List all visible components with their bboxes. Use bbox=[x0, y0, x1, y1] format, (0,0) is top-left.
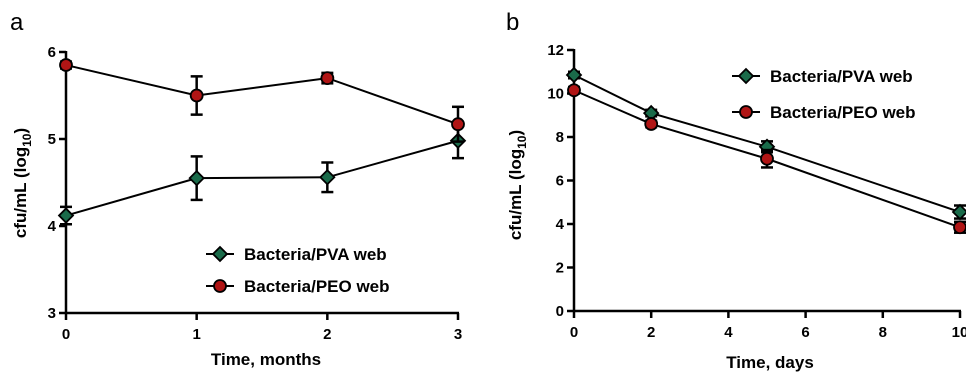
panel-b-legend-marker-pva bbox=[737, 67, 755, 85]
panel-a-series-pva-point bbox=[57, 207, 75, 224]
panel-a-y-title-main: cfu/mL (log bbox=[11, 147, 30, 238]
panel-a-legend-marker-peo bbox=[213, 279, 227, 293]
panel-b-y-tick-label: 8 bbox=[556, 129, 564, 146]
panel-a-series-pva-point bbox=[188, 169, 205, 187]
panel-b-legend-marker-peo bbox=[739, 105, 753, 119]
panel-b-y-title-sub: 10 bbox=[515, 135, 529, 149]
panel-b-x-tick-label: 8 bbox=[879, 324, 887, 341]
panel-b-series-peo-point bbox=[953, 220, 966, 235]
panel-b-letter: b bbox=[506, 9, 519, 36]
panel-a-x-tick-label: 0 bbox=[62, 326, 70, 343]
panel-b-x-tick-label: 6 bbox=[801, 324, 809, 341]
panel-a-y-tick-label: 5 bbox=[48, 131, 56, 148]
panel-b-x-tick-label: 10 bbox=[952, 324, 966, 341]
panel-a-x-tick-label: 3 bbox=[454, 326, 462, 343]
panel-a-x-tick-label: 2 bbox=[323, 326, 331, 343]
panel-b-y-tick-label: 0 bbox=[556, 303, 564, 320]
panel-b-series-pva-line bbox=[573, 74, 961, 213]
panel-a-legend-label: Bacteria/PVA web bbox=[244, 245, 387, 264]
panel-b-y-tick-label: 12 bbox=[547, 42, 564, 59]
panel-a-y-axis-title: cfu/mL (log10) bbox=[11, 128, 34, 238]
panel-a-series-peo-point bbox=[451, 117, 465, 132]
panel-b-y-tick-label: 2 bbox=[556, 260, 564, 277]
panel-a-legend-marker-pva bbox=[211, 245, 229, 263]
panel-b-y-tick-label: 10 bbox=[547, 86, 564, 103]
panel-a-letter: a bbox=[10, 9, 24, 36]
panel-a-y-tick-label: 3 bbox=[48, 305, 56, 322]
panel-a-series-pva-line bbox=[65, 139, 459, 217]
panel-a-series-peo-point bbox=[59, 58, 73, 72]
panel-a-y-tick-label: 6 bbox=[48, 44, 56, 61]
panel-a-series-peo-line bbox=[65, 64, 459, 126]
panel-b-y-title-main: cfu/mL (log bbox=[506, 149, 525, 240]
panel-b-legend-label: Bacteria/PVA web bbox=[770, 67, 913, 86]
panel-b-y-axis-title: cfu/mL (log10) bbox=[506, 130, 529, 240]
panel-b-series-peo-line bbox=[573, 89, 961, 229]
panel-b-y-tick-label: 4 bbox=[556, 216, 565, 233]
panel-b-series-peo-point bbox=[760, 151, 774, 166]
panel-a-series-peo-point bbox=[320, 71, 335, 85]
panel-a-series-pva-point bbox=[319, 169, 336, 186]
panel-a-series-peo-point bbox=[189, 88, 204, 103]
panel-b-x-tick-label: 2 bbox=[647, 324, 655, 341]
panel-b-series-peo-point bbox=[644, 117, 659, 131]
panel-a-y-title-end: ) bbox=[11, 128, 30, 134]
panel-b-y-title-end: ) bbox=[506, 130, 525, 136]
panel-a-chart: a Time, months cfu/mL (log10) 3 4 5 6 0 1 2 3 Ba… bbox=[10, 9, 467, 369]
panel-a-y-title-sub: 10 bbox=[20, 133, 34, 147]
panel-b-legend-label: Bacteria/PEO web bbox=[770, 103, 916, 122]
panel-b-x-tick-label: 0 bbox=[570, 324, 578, 341]
panel-b-y-tick-label: 6 bbox=[556, 173, 564, 190]
panel-b-series-pva-point bbox=[565, 66, 583, 84]
panel-a-x-axis-title: Time, months bbox=[211, 350, 321, 369]
panel-a-y-tick-label: 4 bbox=[48, 218, 57, 235]
panel-b-series-peo-point bbox=[567, 83, 581, 98]
panel-a-x-tick-label: 1 bbox=[192, 326, 200, 343]
panel-b-x-axis-title: Time, days bbox=[726, 353, 814, 372]
panel-b-series-pva-point bbox=[951, 203, 966, 221]
panel-b-x-tick-label: 4 bbox=[724, 324, 733, 341]
panel-a-legend-label: Bacteria/PEO web bbox=[244, 277, 390, 296]
